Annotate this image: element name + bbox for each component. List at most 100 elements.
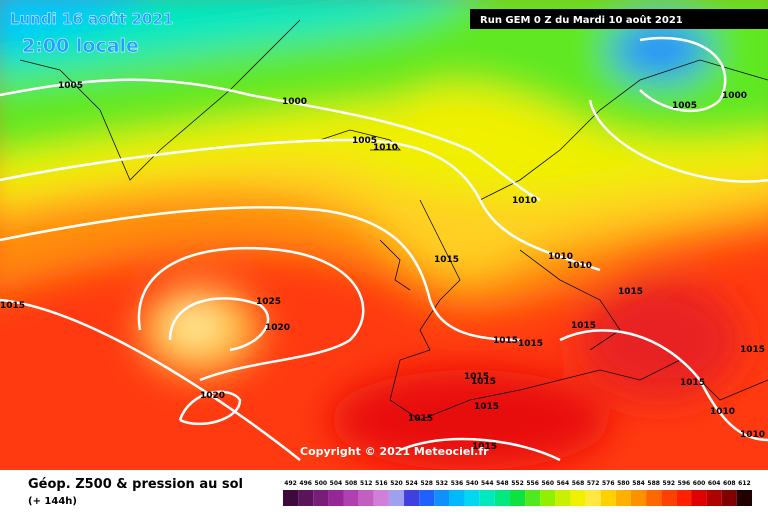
colorbar-label: 528 xyxy=(420,480,433,487)
isobar-label: 1015 xyxy=(434,255,459,265)
colorbar-label: 612 xyxy=(738,480,751,487)
colorbar-label: 568 xyxy=(572,480,585,487)
colorbar-label: 536 xyxy=(451,480,464,487)
colorbar-swatch xyxy=(540,490,556,506)
colorbar-swatch xyxy=(509,490,526,506)
field-shading xyxy=(0,0,768,470)
colorbar-swatch xyxy=(615,490,631,506)
isobar-label: 1015 xyxy=(472,442,497,452)
colorbar-label: 512 xyxy=(360,480,373,487)
colorbar-label: 496 xyxy=(299,480,312,487)
colorbar-swatch xyxy=(404,490,420,506)
colorbar-label: 540 xyxy=(466,480,479,487)
legend-title: Géop. Z500 & pression au sol xyxy=(28,477,243,492)
colorbar-label: 544 xyxy=(481,480,494,487)
isobar-label: 1015 xyxy=(571,321,596,331)
colorbar-swatch xyxy=(661,490,677,506)
colorbar-swatch xyxy=(494,490,510,506)
isobar-label: 1015 xyxy=(518,339,543,349)
colorbar-label: 548 xyxy=(496,480,509,487)
colorbar-swatch xyxy=(373,490,389,506)
field xyxy=(0,0,768,470)
isobar-label: 1010 xyxy=(548,252,573,262)
colorbar-swatch xyxy=(600,490,616,506)
colorbar-label: 504 xyxy=(330,480,343,487)
colorbar-swatch xyxy=(358,490,374,506)
legend-subtitle: (+ 144h) xyxy=(28,496,77,507)
run-banner xyxy=(470,9,768,29)
colorbar-swatch xyxy=(464,490,480,506)
isobar-label: 1015 xyxy=(408,414,433,424)
forecast-date: Lundi 16 août 2021 xyxy=(10,10,173,28)
colorbar-swatch xyxy=(388,490,405,506)
isobar-label: 1015 xyxy=(464,372,489,382)
colorbar-label: 580 xyxy=(617,480,630,487)
colorbar-label: 608 xyxy=(723,480,736,487)
isobar-label: 1000 xyxy=(282,97,307,107)
isobar-label: 1015 xyxy=(740,345,765,355)
colorbar-label: 604 xyxy=(708,480,721,487)
isobar-label: 1025 xyxy=(256,297,281,307)
isobar-label: 1005 xyxy=(58,81,83,91)
isobar-label: 1010 xyxy=(373,143,398,153)
colorbar-label: 596 xyxy=(678,480,691,487)
colorbar-swatch xyxy=(646,490,662,506)
colorbar-label: 584 xyxy=(632,480,645,487)
colorbar-swatch xyxy=(555,490,571,506)
colorbar-swatch xyxy=(313,490,329,506)
colorbar-label: 492 xyxy=(284,480,297,487)
colorbar-label: 552 xyxy=(511,480,524,487)
isobar-label: 1015 xyxy=(493,336,518,346)
colorbar-label: 572 xyxy=(587,480,600,487)
copyright: Copyright © 2021 Meteociel.fr xyxy=(300,445,489,458)
colorbar-label: 500 xyxy=(315,480,328,487)
colorbar-swatch xyxy=(328,490,344,506)
colorbar-swatch xyxy=(479,490,495,506)
isobar-label: 1010 xyxy=(740,430,765,440)
colorbar-swatch xyxy=(525,490,541,506)
colorbar-label: 516 xyxy=(375,480,388,487)
colorbar-swatch xyxy=(283,490,299,506)
colorbar-swatch xyxy=(691,490,707,506)
colorbar-swatch xyxy=(449,490,465,506)
run-label: Run GEM 0 Z du Mardi 10 août 2021 xyxy=(480,14,683,26)
isobar-label: 1010 xyxy=(512,196,537,206)
colorbar-label: 588 xyxy=(647,480,660,487)
colorbar-label: 520 xyxy=(390,480,403,487)
colorbar-swatch xyxy=(676,490,692,506)
isobar-label: 1015 xyxy=(680,378,705,388)
colorbar-label: 556 xyxy=(526,480,539,487)
colorbar-label: 592 xyxy=(663,480,676,487)
isobar-label: 1005 xyxy=(352,136,377,146)
colorbar-swatch xyxy=(585,490,601,506)
forecast-time: 2:00 locale xyxy=(22,35,139,57)
colorbar-label: 508 xyxy=(345,480,358,487)
colorbar-swatch xyxy=(434,490,450,506)
colorbar-label: 560 xyxy=(541,480,554,487)
colorbar-swatch xyxy=(343,490,359,506)
colorbar-swatch xyxy=(706,490,722,506)
colorbar-swatch xyxy=(630,490,647,506)
colorbar: 492 496 500 504 508 512 516 520 524 528 532 536 540 5… xyxy=(283,480,752,506)
isobar-label: 1010 xyxy=(567,261,592,271)
isobar-label: 1015 xyxy=(0,301,25,311)
isobar-label: 1015 xyxy=(474,402,499,412)
isobar-label: 1015 xyxy=(618,287,643,297)
colorbar-swatch xyxy=(570,490,586,506)
colorbar-label: 576 xyxy=(602,480,615,487)
colorbar-label: 564 xyxy=(557,480,570,487)
colorbar-label: 524 xyxy=(405,480,418,487)
colorbar-swatch xyxy=(721,490,737,506)
colorbar-swatch xyxy=(298,490,314,506)
isobar-label: 1010 xyxy=(710,407,735,417)
isobar-label: 1005 xyxy=(672,101,697,111)
isobar-label: 1015 xyxy=(471,377,496,387)
isobar-label: 1000 xyxy=(722,91,747,101)
colorbar-label: 600 xyxy=(693,480,706,487)
colorbar-label: 532 xyxy=(436,480,449,487)
isobars xyxy=(0,36,768,462)
isobar-label: 1020 xyxy=(265,323,290,333)
colorbar-swatch xyxy=(736,490,752,506)
